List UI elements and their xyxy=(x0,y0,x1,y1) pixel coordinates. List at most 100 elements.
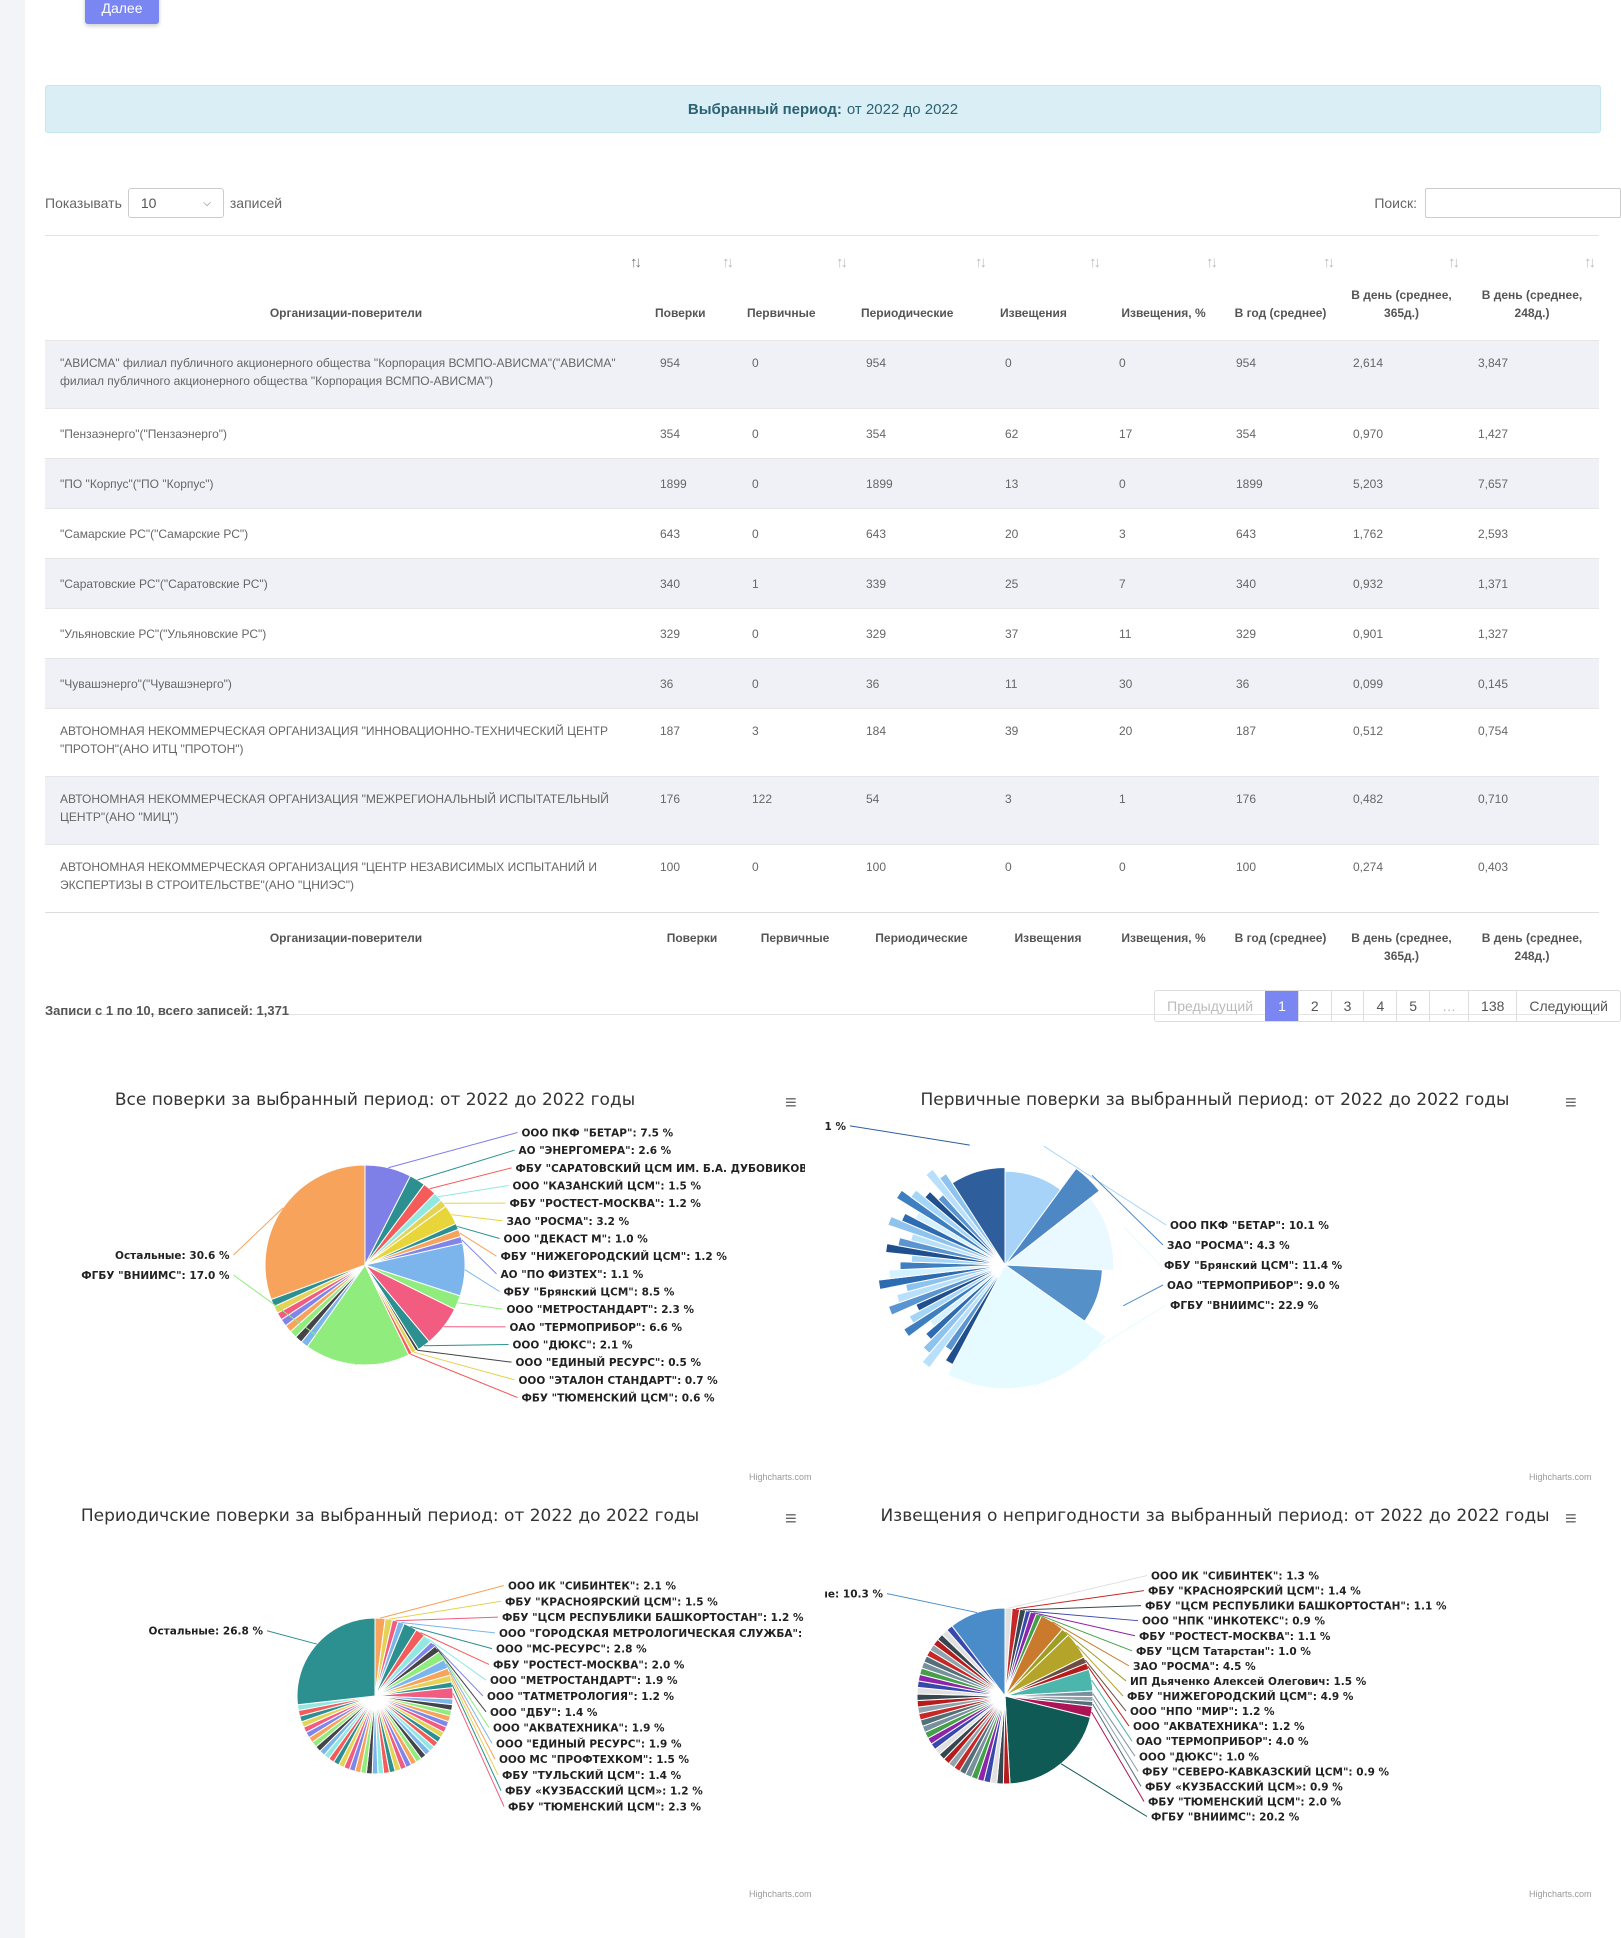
connector-line xyxy=(395,1616,499,1622)
cell-notices-pct: 3 xyxy=(1119,526,1126,541)
sort-icon: ↑↓ xyxy=(1206,254,1218,271)
data-label: ФБУ «КУЗБАССКИЙ ЦСМ»: 0.9 % xyxy=(1145,1780,1343,1793)
cell-notices-pct: 0 xyxy=(1119,356,1126,370)
cell-primary: 122 xyxy=(752,792,773,806)
data-label: ФБУ "ЦСМ РЕСПУБЛИКИ БАШКОРТОСТАН": 1.1 % xyxy=(1145,1601,1447,1613)
cell-notices: 37 xyxy=(1005,626,1019,641)
pagination-page-3[interactable]: 3 xyxy=(1330,991,1364,1021)
connector-line xyxy=(1123,1226,1161,1266)
col-header-per-day-365[interactable]: В день (среднее, 365д.) ↑↓ xyxy=(1338,235,1463,341)
connector-line xyxy=(1022,1605,1142,1611)
data-label: ОАО "ТЕРМОПРИБОР": 4.0 % xyxy=(1136,1736,1309,1748)
data-label: Остальные: 30.6 % xyxy=(115,1250,230,1262)
hamburger-menu-icon[interactable]: ≡ xyxy=(785,1092,797,1114)
cell-periodic: 643 xyxy=(866,526,887,541)
data-label: ООО "ДЮКС": 2.1 % xyxy=(513,1340,633,1352)
col-header-primary[interactable]: Первичные ↑↓ xyxy=(737,235,851,341)
cell-notices-pct: 0 xyxy=(1119,860,1126,874)
chart-unfitness-notices: ООО ИК "СИБИНТЕК": 1.3 % ФБУ "КРАСНОЯРСКИ… xyxy=(825,1506,1592,1921)
connector-line xyxy=(233,1207,284,1256)
pie-slice[interactable] xyxy=(264,1164,366,1301)
page-length-value: 10 xyxy=(140,195,157,211)
data-label: ООО "ЭТАЛОН СТАНДАРТ": 0.7 % xyxy=(519,1375,719,1387)
pie-slice[interactable] xyxy=(895,1264,1006,1304)
pie-slice[interactable] xyxy=(1003,1197,1115,1271)
footer-notices: Извещения xyxy=(990,912,1104,1015)
connector-line xyxy=(1060,1763,1148,1817)
cell-per-day-365: 0,512 xyxy=(1353,724,1384,738)
table-row: "Чувашэнерго"("Чувашэнерго") 36 0 36 11 30 36 0… xyxy=(45,658,1599,709)
connector-line xyxy=(1043,1145,1167,1226)
pagination-page-4[interactable]: 4 xyxy=(1363,991,1396,1021)
pagination-page-2[interactable]: 2 xyxy=(1297,991,1331,1021)
connector-line xyxy=(886,1593,978,1614)
pie-slice[interactable] xyxy=(1004,1695,1091,1785)
cell-per-day-248: 0,754 xyxy=(1478,724,1509,738)
pie-slice[interactable] xyxy=(888,1264,1006,1280)
pagination-next[interactable]: Следующий xyxy=(1516,991,1620,1021)
pie-slice[interactable] xyxy=(908,1264,1006,1324)
pagination-page-1[interactable]: 1 xyxy=(1265,991,1298,1021)
table-row: "Ульяновские РС"("Ульяновские РС") 329 0 32… xyxy=(45,608,1599,659)
cell-periodic: 54 xyxy=(866,792,880,806)
pagination-page-138[interactable]: 138 xyxy=(1468,991,1516,1021)
col-header-total[interactable]: Поверки ↑↓ xyxy=(645,235,737,341)
cell-total: 354 xyxy=(660,426,681,441)
connector-line xyxy=(432,1643,484,1697)
connector-line xyxy=(1092,1703,1142,1787)
col-header-notices[interactable]: Извещения ↑↓ xyxy=(990,235,1104,341)
cell-per-year: 36 xyxy=(1236,676,1250,691)
col-header-per-day-248[interactable]: В день (среднее, 248д.) ↑↓ xyxy=(1463,235,1599,341)
cell-org: АВТОНОМНАЯ НЕКОММЕРЧЕСКАЯ ОРГАНИЗАЦИЯ "И… xyxy=(60,724,609,756)
pie-slice[interactable] xyxy=(951,1166,1006,1267)
col-header-per-year[interactable]: В год (среднее) ↑↓ xyxy=(1221,235,1338,341)
cell-org: "ПО "Корпус"("ПО "Корпус") xyxy=(60,476,214,491)
cell-total: 643 xyxy=(660,526,681,541)
connector-line xyxy=(1015,1590,1145,1610)
data-label: ООО "НПК "ИНКОТЕКС": 0.9 % xyxy=(1142,1616,1325,1628)
cell-per-day-365: 0,932 xyxy=(1353,576,1384,591)
search-input[interactable] xyxy=(1425,188,1621,218)
pie-slice[interactable] xyxy=(938,1172,1006,1266)
pie-slice[interactable] xyxy=(944,1264,1006,1366)
data-label: ФГБУ "ВНИИМС": 17.0 % xyxy=(81,1270,230,1282)
pagination-previous[interactable]: Предыдущий xyxy=(1167,998,1254,1014)
col-header-notices-pct[interactable]: Извещения, % ↑↓ xyxy=(1104,235,1221,341)
hamburger-menu-icon[interactable]: ≡ xyxy=(785,1508,797,1530)
data-label: ФБУ "КРАСНОЯРСКИЙ ЦСМ": 1.5 % xyxy=(505,1595,718,1608)
pie-slice[interactable] xyxy=(902,1264,1006,1338)
connector-line xyxy=(388,1132,518,1169)
data-label: ФБУ "САРАТОВСКИЙ ЦСМ ИМ. Б.А. ДУБОВИКОВА… xyxy=(516,1162,806,1175)
pie-slice[interactable] xyxy=(877,1264,1006,1291)
page-length-select[interactable]: 10 ⌵ xyxy=(127,188,224,218)
pie-slice[interactable] xyxy=(922,1264,1006,1355)
footer-per-day-248: В день (среднее, 248д.) xyxy=(1463,912,1599,1015)
pie-slice[interactable] xyxy=(925,1168,1006,1266)
pie-slice[interactable] xyxy=(910,1189,1006,1266)
data-label: ООО "ЕДИНЫЙ РЕСУРС": 1.9 % xyxy=(496,1737,682,1750)
connector-line xyxy=(451,1684,502,1791)
pie-slice[interactable] xyxy=(1004,1167,1101,1266)
sort-asc-icon: ↑↓ xyxy=(630,254,642,271)
pie-slice[interactable] xyxy=(946,1264,1107,1390)
data-label: ФБУ «КУЗБАССКИЙ ЦСМ»: 1.2 % xyxy=(505,1785,703,1798)
table-row: АВТОНОМНАЯ НЕКОММЕРЧЕСКАЯ ОРГАНИЗАЦИЯ "Ц… xyxy=(45,844,1599,913)
pagination-page-5[interactable]: 5 xyxy=(1396,991,1429,1021)
connector-line xyxy=(1122,1284,1164,1307)
pie-slice[interactable] xyxy=(921,1264,1006,1369)
hamburger-menu-icon[interactable]: ≡ xyxy=(1565,1508,1577,1530)
credit: Highcharts.com xyxy=(1529,1472,1592,1482)
next-button[interactable]: Далее xyxy=(85,0,159,24)
data-label: ФБУ "ЦСМ РЕСПУБЛИКИ БАШКОРТОСТАН": 1.2 % xyxy=(502,1612,804,1624)
hamburger-menu-icon[interactable]: ≡ xyxy=(1565,1092,1577,1114)
col-header-org[interactable]: Организации-поверители ↑↓ xyxy=(45,235,645,341)
connector-line xyxy=(1033,1612,1136,1637)
pie-svg: ООО ИК "СИБИНТЕК": 1.3 % ФБУ "КРАСНОЯРСКИ… xyxy=(825,1571,1447,1824)
col-header-periodic[interactable]: Периодические ↑↓ xyxy=(851,235,990,341)
pie-slice[interactable] xyxy=(899,1261,1006,1271)
pie-slice[interactable] xyxy=(296,1617,376,1706)
pie-slice[interactable] xyxy=(924,1190,1006,1266)
pie-slice[interactable] xyxy=(924,1264,1006,1341)
pie-slice[interactable] xyxy=(895,1189,1006,1266)
pie-slice[interactable] xyxy=(887,1264,1006,1316)
